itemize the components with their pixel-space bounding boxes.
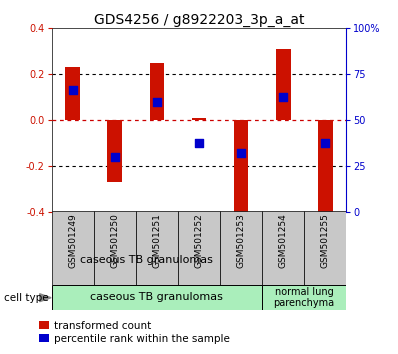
Bar bbox=[107, 120, 122, 183]
Text: cell type: cell type bbox=[4, 293, 49, 303]
Bar bbox=[262, 211, 304, 285]
Bar bbox=[318, 120, 333, 217]
Text: GSM501254: GSM501254 bbox=[279, 213, 288, 268]
Bar bbox=[276, 49, 291, 120]
Title: GDS4256 / g8922203_3p_a_at: GDS4256 / g8922203_3p_a_at bbox=[94, 13, 304, 27]
Bar bbox=[52, 211, 94, 285]
Bar bbox=[136, 211, 178, 285]
Bar bbox=[150, 63, 164, 120]
Bar bbox=[94, 211, 136, 285]
Text: GSM501255: GSM501255 bbox=[321, 213, 330, 268]
Point bbox=[196, 141, 202, 146]
Bar bbox=[234, 120, 248, 217]
Bar bbox=[52, 285, 262, 310]
Point bbox=[154, 99, 160, 105]
Bar bbox=[220, 211, 262, 285]
Point bbox=[322, 141, 328, 146]
Point bbox=[112, 154, 118, 160]
Bar bbox=[65, 67, 80, 120]
Legend: transformed count, percentile rank within the sample: transformed count, percentile rank withi… bbox=[37, 319, 232, 346]
Text: GSM501251: GSM501251 bbox=[152, 213, 162, 268]
Text: GSM501250: GSM501250 bbox=[110, 213, 119, 268]
Text: caseous TB granulomas: caseous TB granulomas bbox=[90, 292, 223, 302]
Text: caseous TB granulomas: caseous TB granulomas bbox=[80, 255, 213, 265]
Bar bbox=[304, 211, 346, 285]
Bar bbox=[178, 211, 220, 285]
Text: GSM501249: GSM501249 bbox=[68, 213, 77, 268]
Point bbox=[280, 95, 286, 100]
Text: normal lung
parenchyma: normal lung parenchyma bbox=[273, 286, 335, 308]
Text: GSM501252: GSM501252 bbox=[195, 213, 203, 268]
Bar bbox=[192, 118, 206, 120]
Point bbox=[70, 88, 76, 93]
Polygon shape bbox=[40, 294, 51, 302]
Bar bbox=[262, 285, 346, 310]
Text: GSM501253: GSM501253 bbox=[236, 213, 246, 268]
Point bbox=[238, 150, 244, 155]
